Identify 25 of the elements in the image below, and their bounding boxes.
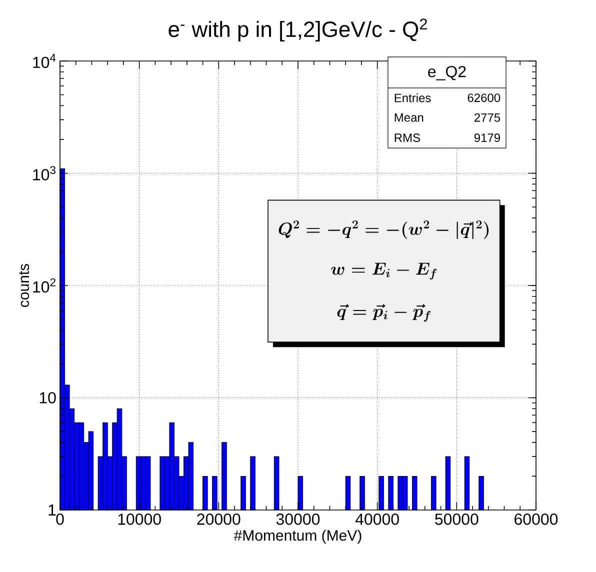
y-tick-label: 10	[40, 392, 56, 404]
x-tick-label: 20000	[197, 514, 240, 525]
annotation: e_Q2	[428, 66, 466, 80]
x-axis-title: #Momentum (MeV)	[234, 530, 362, 544]
x-tick-label: 50000	[435, 514, 478, 525]
annotation: $Q^{2} = -q^{2} = -(w^{2}-|\vec{q}|^{2})$	[278, 220, 489, 239]
annotation: 2775	[474, 113, 500, 122]
y-tick-label: 10$^{4}$	[33, 54, 56, 68]
y-tick-label: 10$^{2}$	[33, 278, 56, 293]
x-tick-label: 40000	[355, 514, 399, 525]
annotation: Entries	[394, 93, 431, 102]
y-axis-title: counts	[19, 264, 30, 307]
x-tick-label: 0	[56, 514, 64, 525]
annotation: 9179	[474, 134, 500, 142]
x-tick-label: 10000	[118, 514, 161, 525]
annotation: $w = E_{i} - E_{f}$	[331, 262, 437, 280]
y-tick-label: 10$^{3}$	[33, 166, 56, 180]
y-tick-label: 1	[48, 504, 56, 516]
annotation: Mean	[394, 113, 424, 122]
chart-title: e$^{-}$ with p in [1,2]GeV/c - Q$^{2}$	[168, 18, 427, 42]
x-tick-label: 60000	[514, 514, 558, 525]
annotation: 62600	[468, 94, 500, 102]
x-tick-label: 30000	[276, 514, 320, 525]
annotation: RMS	[394, 134, 420, 142]
annotation: $\vec{q} = \vec{p}_{i} - \vec{p}_{f}$	[337, 304, 431, 322]
